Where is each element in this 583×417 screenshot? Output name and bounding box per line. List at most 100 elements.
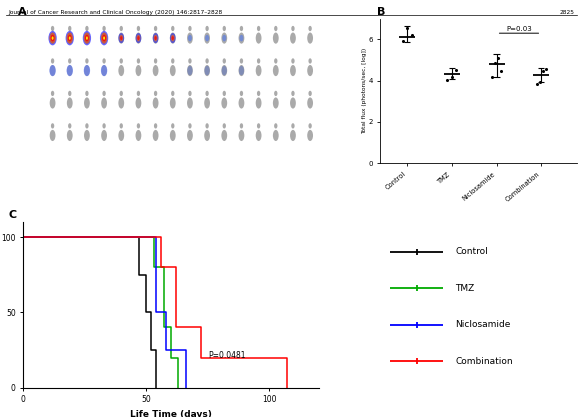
- Ellipse shape: [222, 35, 226, 41]
- Ellipse shape: [118, 98, 124, 108]
- Ellipse shape: [290, 33, 296, 44]
- Ellipse shape: [188, 35, 192, 41]
- Ellipse shape: [120, 91, 123, 96]
- Ellipse shape: [273, 98, 279, 108]
- Ellipse shape: [153, 33, 159, 43]
- Ellipse shape: [171, 35, 175, 41]
- Point: [447, 74, 456, 81]
- Ellipse shape: [50, 65, 56, 76]
- Ellipse shape: [67, 65, 73, 76]
- Ellipse shape: [118, 33, 124, 44]
- Ellipse shape: [273, 33, 279, 44]
- Ellipse shape: [103, 91, 106, 96]
- Ellipse shape: [273, 130, 279, 141]
- Text: P=0.0481: P=0.0481: [208, 351, 245, 359]
- Ellipse shape: [238, 130, 244, 141]
- Point: [493, 55, 503, 61]
- Ellipse shape: [308, 58, 312, 64]
- Ellipse shape: [66, 33, 73, 44]
- Ellipse shape: [120, 26, 123, 31]
- Text: C: C: [9, 210, 17, 220]
- Ellipse shape: [68, 123, 72, 128]
- Ellipse shape: [223, 58, 226, 64]
- Ellipse shape: [308, 91, 312, 96]
- Ellipse shape: [51, 123, 54, 128]
- Text: TMZ: TMZ: [455, 284, 475, 293]
- Text: Control: Control: [455, 247, 488, 256]
- Ellipse shape: [51, 58, 54, 64]
- Ellipse shape: [83, 31, 91, 45]
- Ellipse shape: [120, 58, 123, 64]
- Ellipse shape: [170, 98, 175, 108]
- Ellipse shape: [136, 35, 141, 41]
- Ellipse shape: [137, 58, 140, 64]
- Ellipse shape: [256, 33, 262, 44]
- Ellipse shape: [153, 65, 159, 76]
- Point: [487, 74, 497, 81]
- Ellipse shape: [307, 33, 313, 44]
- Ellipse shape: [103, 26, 106, 31]
- Ellipse shape: [135, 130, 141, 141]
- Ellipse shape: [273, 65, 279, 76]
- Ellipse shape: [154, 91, 157, 96]
- Text: P=0.03: P=0.03: [506, 26, 532, 32]
- Ellipse shape: [223, 91, 226, 96]
- Y-axis label: Total flux (photons/sec, [log]): Total flux (photons/sec, [log]): [361, 48, 367, 134]
- Ellipse shape: [238, 33, 244, 44]
- Ellipse shape: [137, 26, 140, 31]
- Text: A: A: [17, 7, 26, 17]
- Ellipse shape: [307, 98, 313, 108]
- Ellipse shape: [103, 123, 106, 128]
- Ellipse shape: [85, 123, 89, 128]
- Text: B: B: [377, 7, 386, 17]
- Ellipse shape: [170, 33, 175, 43]
- Ellipse shape: [103, 36, 105, 40]
- Ellipse shape: [67, 130, 73, 141]
- Ellipse shape: [170, 33, 175, 44]
- Text: Combination: Combination: [269, 147, 300, 151]
- Ellipse shape: [187, 130, 193, 141]
- Text: Control: Control: [69, 147, 87, 151]
- Ellipse shape: [205, 91, 209, 96]
- Ellipse shape: [50, 33, 55, 44]
- Ellipse shape: [50, 65, 55, 76]
- Text: Journal of Cancer Research and Clinical Oncology (2020) 146:2817–2828: Journal of Cancer Research and Clinical …: [9, 10, 223, 15]
- Ellipse shape: [290, 130, 296, 141]
- Point: [452, 67, 461, 74]
- Ellipse shape: [50, 98, 55, 108]
- Ellipse shape: [101, 33, 107, 44]
- Ellipse shape: [69, 36, 71, 40]
- Ellipse shape: [135, 33, 141, 44]
- Ellipse shape: [204, 65, 210, 76]
- Ellipse shape: [118, 33, 124, 43]
- Ellipse shape: [187, 66, 192, 75]
- Ellipse shape: [135, 98, 141, 108]
- Ellipse shape: [101, 65, 107, 76]
- Ellipse shape: [239, 66, 244, 75]
- Point: [407, 32, 416, 39]
- Ellipse shape: [85, 58, 89, 64]
- Ellipse shape: [188, 91, 192, 96]
- Ellipse shape: [238, 65, 244, 76]
- Ellipse shape: [171, 91, 174, 96]
- Ellipse shape: [85, 35, 89, 41]
- Ellipse shape: [204, 130, 210, 141]
- Ellipse shape: [120, 36, 122, 40]
- Ellipse shape: [187, 98, 193, 108]
- Point: [490, 60, 500, 66]
- Ellipse shape: [84, 130, 90, 141]
- Ellipse shape: [101, 65, 107, 76]
- Ellipse shape: [154, 58, 157, 64]
- Ellipse shape: [51, 91, 54, 96]
- Ellipse shape: [170, 65, 175, 76]
- Ellipse shape: [136, 33, 141, 43]
- Ellipse shape: [68, 58, 72, 64]
- Ellipse shape: [67, 33, 73, 44]
- Ellipse shape: [257, 123, 260, 128]
- Point: [442, 76, 452, 83]
- Ellipse shape: [52, 36, 54, 40]
- Ellipse shape: [101, 130, 107, 141]
- Ellipse shape: [84, 65, 90, 76]
- Ellipse shape: [137, 91, 140, 96]
- Ellipse shape: [171, 58, 174, 64]
